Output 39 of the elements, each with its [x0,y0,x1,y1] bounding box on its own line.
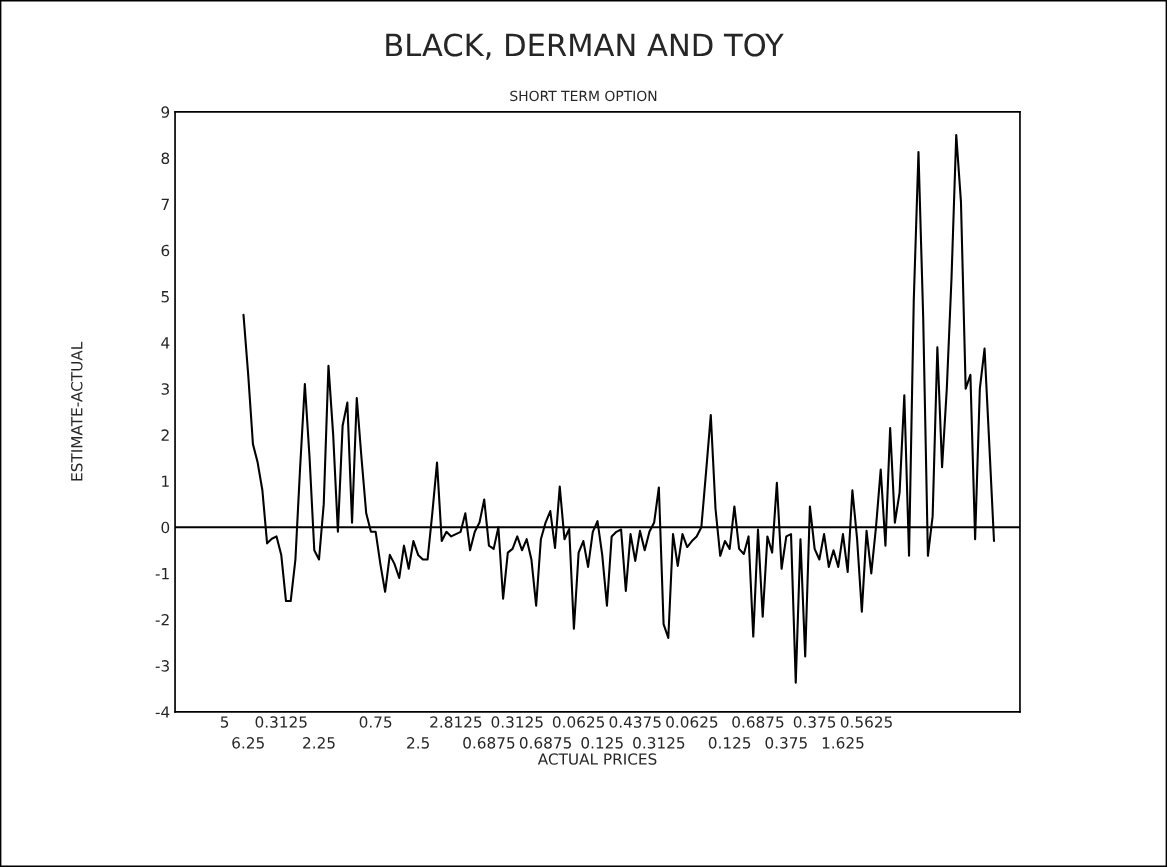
y-tick-label: -2 [155,613,169,626]
y-axis-title: ESTIMATE-ACTUAL [71,341,83,481]
x-tick-label: 0.125 [708,737,751,749]
x-tick-label: 0.375 [765,737,807,749]
y-tick-label: 6 [161,244,170,257]
x-tick-label: 0.125 [581,737,623,749]
x-tick-label: 6.25 [232,737,264,749]
x-tick-label: 0.6875 [732,716,784,728]
x-tick-label: 0.0625 [552,716,605,728]
chart-title: BLACK, DERMAN AND TOY [386,33,784,60]
x-tick-label: 0.6875 [463,737,515,749]
y-tick-label: 9 [161,106,170,118]
y-tick-label: 4 [161,337,170,349]
y-tick-label: -4 [155,706,170,718]
x-tick-label: 0.375 [793,716,836,728]
y-tick-label: 1 [162,475,169,487]
y-tick-label: -1 [155,568,169,580]
y-tick-label: 7 [161,198,169,210]
x-axis-title: ACTUAL PRICES [537,753,657,765]
x-tick-label: 2.25 [303,737,335,749]
x-tick-label: 2.8125 [430,716,482,728]
y-tick-label: 3 [161,383,169,395]
x-tick-label: 0.75 [359,716,392,728]
x-tick-label: 0.3125 [255,716,307,728]
x-tick-label: 1.625 [822,737,864,749]
x-tick-label: 0.4375 [609,716,661,728]
x-tick-label: 0.0625 [666,716,718,728]
x-tick-label: 0.3125 [491,716,543,728]
y-tick-label: 2 [161,429,169,441]
y-tick-label: -3 [155,660,169,672]
x-tick-label: 2.5 [407,737,429,749]
x-tick-label: 5 [220,716,229,728]
y-tick-label: 8 [161,152,170,165]
x-tick-label: 0.5625 [840,716,892,728]
y-tick-label: 5 [161,291,169,303]
x-tick-label: 0.6875 [519,737,571,749]
chart-subtitle: SHORT TERM OPTION [510,90,657,102]
x-tick-label: 0.3125 [633,737,685,749]
y-tick-label: 0 [161,521,170,534]
